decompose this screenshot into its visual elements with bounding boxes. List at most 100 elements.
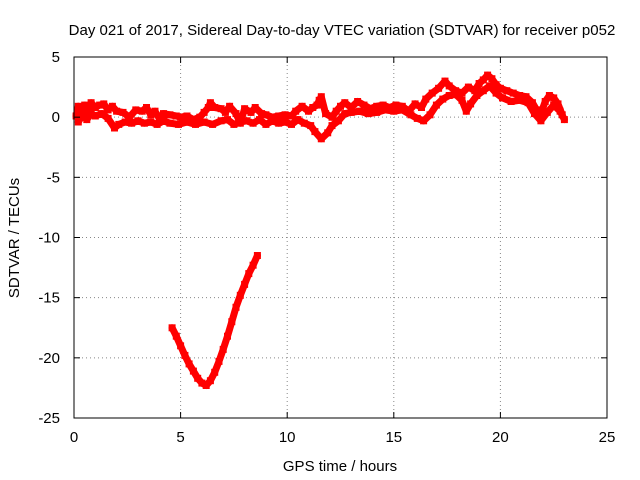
data-point xyxy=(211,368,219,376)
data-point xyxy=(143,104,150,111)
data-point xyxy=(462,107,470,115)
data-point xyxy=(545,92,553,99)
data-point xyxy=(492,89,500,97)
data-point xyxy=(533,106,541,114)
data-point xyxy=(232,110,240,118)
data-point xyxy=(243,117,251,125)
data-point xyxy=(100,100,108,108)
data-point xyxy=(125,113,133,121)
data-point xyxy=(392,101,400,109)
data-point xyxy=(445,92,453,99)
data-point xyxy=(192,120,199,128)
data-point xyxy=(315,96,323,104)
data-point xyxy=(458,96,466,104)
data-point xyxy=(160,117,167,125)
data-point xyxy=(492,81,500,89)
data-point xyxy=(439,95,447,103)
data-point xyxy=(226,102,234,110)
y-tick-label: -5 xyxy=(47,169,60,186)
data-point xyxy=(228,318,236,326)
data-point xyxy=(249,261,257,269)
data-point xyxy=(262,120,270,128)
y-tick-labels: 5 0 -5 -10 -15 -20 -25 xyxy=(38,49,60,427)
data-point xyxy=(177,342,185,350)
data-point xyxy=(360,101,368,109)
data-point xyxy=(230,120,238,128)
data-point xyxy=(305,107,312,115)
data-point xyxy=(268,117,276,125)
data-point xyxy=(373,102,381,110)
data-point xyxy=(115,120,123,128)
data-point xyxy=(488,75,496,83)
data-point xyxy=(206,377,214,385)
data-point xyxy=(217,117,225,125)
data-point xyxy=(224,116,231,124)
series-secondary-track xyxy=(74,82,568,143)
data-point xyxy=(484,71,492,79)
data-point xyxy=(452,90,460,98)
y-tick-label: -20 xyxy=(38,350,60,367)
y-tick-label: 0 xyxy=(52,109,60,126)
data-point xyxy=(288,120,295,128)
data-point xyxy=(79,111,86,119)
data-point xyxy=(119,108,127,116)
y-tick-label: -10 xyxy=(38,230,60,247)
data-point xyxy=(292,107,300,115)
data-point xyxy=(155,114,163,122)
data-point xyxy=(249,119,257,127)
data-point xyxy=(221,108,229,116)
data-point xyxy=(522,93,530,101)
data-point xyxy=(420,117,428,125)
data-point xyxy=(211,104,219,111)
data-point xyxy=(219,345,227,353)
x-tick-label: 20 xyxy=(492,429,509,446)
data-point xyxy=(550,101,558,109)
data-point xyxy=(183,112,191,120)
data-point xyxy=(398,106,406,114)
data-point xyxy=(113,107,121,115)
data-point xyxy=(347,108,355,116)
data-point xyxy=(556,107,564,115)
y-axis-label: SDTVAR / TECUs xyxy=(6,178,23,298)
data-point xyxy=(209,120,217,128)
data-point xyxy=(200,118,208,126)
data-point xyxy=(104,106,112,114)
data-point xyxy=(543,108,551,116)
data-point xyxy=(550,94,558,102)
data-point xyxy=(294,116,302,124)
data-point xyxy=(366,105,374,113)
data-point xyxy=(196,113,204,121)
data-point xyxy=(194,374,202,382)
data-point xyxy=(91,112,99,120)
data-point xyxy=(479,76,487,84)
data-point xyxy=(531,110,538,118)
data-point xyxy=(322,110,330,118)
data-point xyxy=(418,104,425,111)
data-point xyxy=(441,77,449,85)
data-point xyxy=(516,96,524,104)
data-point xyxy=(354,98,362,105)
data-point xyxy=(74,118,82,126)
series-main-track xyxy=(72,71,566,127)
data-point xyxy=(464,83,472,91)
data-point xyxy=(215,357,223,365)
data-point xyxy=(479,87,487,95)
data-point xyxy=(324,129,332,137)
data-point xyxy=(253,252,261,259)
data-point xyxy=(132,106,140,114)
data-point xyxy=(98,110,106,118)
data-point xyxy=(245,270,253,278)
data-point xyxy=(128,119,136,127)
data-point xyxy=(175,120,182,128)
data-point xyxy=(426,111,434,119)
data-point xyxy=(307,122,315,130)
data-point xyxy=(87,99,95,107)
chart-title: Day 021 of 2017, Sidereal Day-to-day VTE… xyxy=(69,22,616,39)
data-point xyxy=(356,107,364,115)
data-point xyxy=(147,118,155,126)
data-point xyxy=(183,118,191,126)
data-point xyxy=(328,122,336,130)
data-layer xyxy=(72,71,568,389)
data-point xyxy=(121,118,129,126)
data-point xyxy=(177,113,185,121)
